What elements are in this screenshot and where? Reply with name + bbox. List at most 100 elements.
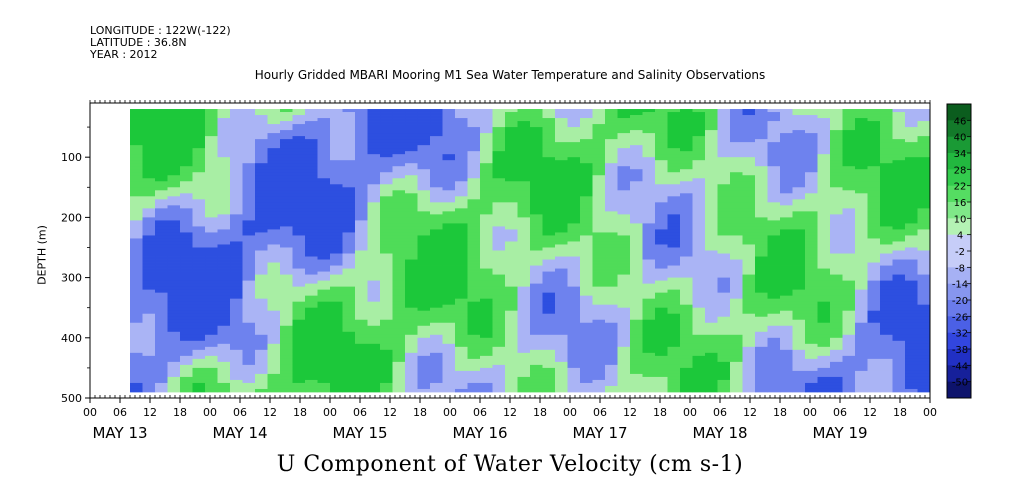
heatmap-cell bbox=[380, 244, 393, 248]
heatmap-cell bbox=[467, 154, 481, 158]
heatmap-cell bbox=[555, 355, 568, 360]
heatmap-cell bbox=[467, 268, 481, 272]
heatmap-cell bbox=[730, 346, 743, 351]
heatmap-cell bbox=[480, 340, 493, 345]
heatmap-cell bbox=[480, 316, 493, 321]
heatmap-cell bbox=[505, 328, 518, 333]
heatmap-cell bbox=[505, 202, 518, 206]
heatmap-cell bbox=[605, 274, 618, 278]
heatmap-cell bbox=[280, 241, 293, 245]
heatmap-cell bbox=[417, 277, 431, 281]
heatmap-cell bbox=[280, 142, 293, 146]
heatmap-cell bbox=[692, 112, 706, 116]
heatmap-cell bbox=[317, 310, 331, 315]
heatmap-cell bbox=[280, 193, 293, 197]
heatmap-cell bbox=[505, 361, 518, 366]
heatmap-cell bbox=[680, 334, 693, 339]
heatmap-cell bbox=[392, 379, 406, 384]
heatmap-cell bbox=[167, 136, 181, 140]
heatmap-cell bbox=[530, 133, 543, 137]
heatmap-cell bbox=[667, 289, 681, 294]
heatmap-cell bbox=[242, 352, 256, 357]
heatmap-cell bbox=[567, 208, 581, 212]
heatmap-cell bbox=[392, 295, 406, 300]
heatmap-cell bbox=[192, 163, 206, 167]
heatmap-cell bbox=[742, 196, 756, 200]
heatmap-cell bbox=[155, 325, 168, 330]
heatmap-cell bbox=[292, 223, 306, 227]
heatmap-cell bbox=[567, 310, 581, 315]
heatmap-cell bbox=[305, 346, 318, 351]
heatmap-cell bbox=[605, 271, 618, 275]
heatmap-cell bbox=[330, 319, 343, 324]
heatmap-cell bbox=[292, 196, 306, 200]
heatmap-cell bbox=[217, 319, 231, 324]
heatmap-cell bbox=[405, 388, 418, 393]
heatmap-cell bbox=[267, 130, 281, 134]
heatmap-cell bbox=[430, 370, 443, 375]
heatmap-cell bbox=[142, 271, 156, 275]
heatmap-cell bbox=[517, 202, 531, 206]
heatmap-cell bbox=[642, 277, 656, 281]
heatmap-cell bbox=[467, 175, 481, 179]
heatmap-cell bbox=[292, 214, 306, 218]
heatmap-cell bbox=[267, 361, 281, 366]
heatmap-cell bbox=[730, 385, 743, 390]
heatmap-cell bbox=[505, 205, 518, 209]
heatmap-cell bbox=[530, 196, 543, 200]
heatmap-cell bbox=[292, 256, 306, 260]
heatmap-cell bbox=[567, 343, 581, 348]
heatmap-cell bbox=[767, 235, 781, 239]
heatmap-cell bbox=[667, 256, 681, 260]
heatmap-cell bbox=[617, 148, 631, 152]
heatmap-cell bbox=[380, 136, 393, 140]
heatmap-cell bbox=[630, 199, 643, 203]
heatmap-cell bbox=[130, 178, 143, 182]
heatmap-cell bbox=[530, 271, 543, 275]
heatmap-cell bbox=[242, 112, 256, 116]
heatmap-cell bbox=[780, 181, 793, 185]
heatmap-cell bbox=[705, 118, 718, 122]
heatmap-cell bbox=[267, 334, 281, 339]
heatmap-cell bbox=[492, 388, 506, 393]
heatmap-cell bbox=[530, 118, 543, 122]
heatmap-cell bbox=[530, 364, 543, 369]
heatmap-cell bbox=[780, 217, 793, 221]
heatmap-cell bbox=[730, 118, 743, 122]
heatmap-cell bbox=[367, 250, 381, 254]
heatmap-cell bbox=[142, 142, 156, 146]
heatmap-cell bbox=[367, 262, 381, 266]
heatmap-cell bbox=[580, 388, 593, 393]
heatmap-cell bbox=[755, 130, 768, 134]
heatmap-cell bbox=[680, 217, 693, 221]
heatmap-cell bbox=[767, 148, 781, 152]
heatmap-cell bbox=[367, 358, 381, 363]
heatmap-cell bbox=[130, 382, 143, 387]
heatmap-cell bbox=[655, 148, 668, 152]
heatmap-cell bbox=[592, 271, 606, 275]
heatmap-cell bbox=[405, 262, 418, 266]
heatmap-cell bbox=[455, 289, 468, 294]
heatmap-cell bbox=[130, 292, 143, 297]
heatmap-cell bbox=[480, 229, 493, 233]
heatmap-cell bbox=[755, 199, 768, 203]
heatmap-cell bbox=[630, 283, 643, 288]
heatmap-cell bbox=[255, 250, 268, 254]
heatmap-cell bbox=[780, 148, 793, 152]
heatmap-cell bbox=[317, 280, 331, 285]
heatmap-cell bbox=[205, 328, 218, 333]
heatmap-cell bbox=[455, 139, 468, 143]
heatmap-cell bbox=[155, 262, 168, 266]
heatmap-cell bbox=[430, 181, 443, 185]
heatmap-cell bbox=[655, 196, 668, 200]
heatmap-cell bbox=[317, 292, 331, 297]
heatmap-cell bbox=[355, 184, 368, 188]
heatmap-cell bbox=[667, 322, 681, 327]
heatmap-cell bbox=[192, 145, 206, 149]
heatmap-cell bbox=[392, 142, 406, 146]
heatmap-cell bbox=[742, 376, 756, 381]
heatmap-cell bbox=[342, 325, 356, 330]
heatmap-cell bbox=[342, 379, 356, 384]
heatmap-cell bbox=[292, 376, 306, 381]
heatmap-cell bbox=[517, 121, 531, 125]
